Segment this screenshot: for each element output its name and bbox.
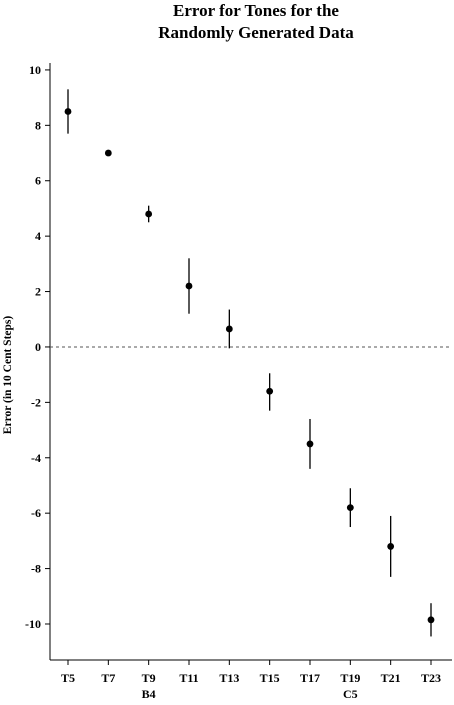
data-point [104, 149, 112, 157]
data-point [185, 282, 193, 290]
y-ticks-layer: 10 8 6 4 2 0 -2 -4 -6 -8 -10 [25, 63, 50, 631]
x-tick-label: T9 [142, 671, 156, 685]
data-marks-layer [64, 89, 435, 637]
x-tick-label: T7 [101, 671, 115, 685]
x-tick-label: T19 [340, 671, 360, 685]
data-point [225, 325, 233, 333]
data-point [145, 210, 153, 218]
x-tick-label: T15 [260, 671, 280, 685]
y-axis-label: Error (in 10 Cent Steps) [2, 316, 14, 435]
plot-frame [49, 63, 452, 661]
data-point [427, 616, 435, 624]
y-tick-label: -6 [31, 506, 41, 520]
data-point [346, 504, 354, 512]
x-tick-label: T17 [300, 671, 320, 685]
x-tick-label: T23 [421, 671, 441, 685]
x-tick-label: T21 [381, 671, 401, 685]
y-tick-label: 8 [35, 118, 41, 132]
data-point [306, 440, 314, 448]
data-point [266, 387, 274, 395]
x-ticks-layer: T5 T7 T9 T11 T13 T15 T17 T19 T21 T23 B4 C5 [61, 660, 441, 701]
y-tick-label: -8 [31, 562, 41, 576]
y-tick-label: -10 [25, 617, 41, 631]
y-tick-label: 0 [35, 340, 41, 354]
note-sublabel: B4 [142, 687, 156, 701]
y-tick-label: 4 [35, 229, 41, 243]
x-tick-label: T11 [179, 671, 198, 685]
x-tick-label: T13 [219, 671, 239, 685]
chart-title-line-1: Error for Tones for the [173, 1, 339, 20]
x-tick-label: T5 [61, 671, 75, 685]
y-tick-label: -2 [31, 395, 41, 409]
data-point [64, 108, 72, 115]
y-tick-label: 10 [29, 63, 41, 77]
data-point [387, 543, 395, 550]
y-tick-label: 2 [35, 285, 41, 299]
chart-title-line-2: Randomly Generated Data [158, 23, 354, 42]
y-tick-label: -4 [31, 451, 41, 465]
y-tick-label: 6 [35, 174, 41, 188]
note-sublabel: C5 [343, 687, 358, 701]
